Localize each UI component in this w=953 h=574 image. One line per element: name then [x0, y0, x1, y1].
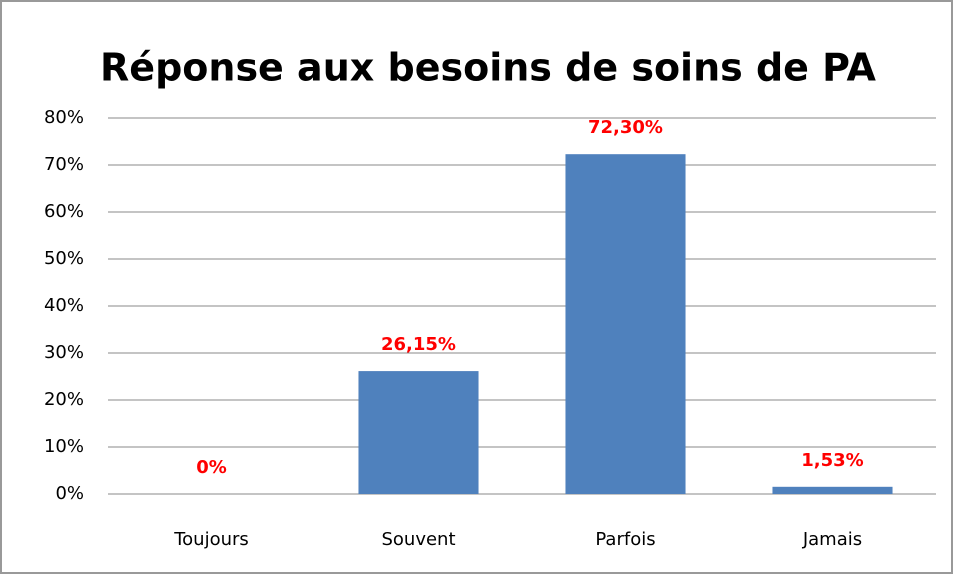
- y-tick-label: 40%: [44, 295, 84, 316]
- x-tick-label: Parfois: [595, 529, 655, 550]
- data-label: 72,30%: [588, 117, 663, 138]
- y-tick-label: 0%: [55, 483, 84, 504]
- bar: [565, 154, 686, 494]
- y-tick-label: 10%: [44, 436, 84, 457]
- y-tick-label: 80%: [44, 107, 84, 128]
- x-tick-label: Toujours: [173, 529, 249, 550]
- y-tick-label: 30%: [44, 342, 84, 363]
- y-tick-label: 50%: [44, 248, 84, 269]
- bar: [358, 371, 479, 494]
- y-tick-label: 70%: [44, 154, 84, 175]
- chart-title: Réponse aux besoins de soins de PA: [100, 46, 876, 90]
- data-label: 1,53%: [801, 450, 863, 471]
- y-tick-label: 20%: [44, 389, 84, 410]
- data-label: 26,15%: [381, 334, 456, 355]
- y-tick-label: 60%: [44, 201, 84, 222]
- x-tick-label: Souvent: [381, 529, 455, 550]
- data-label: 0%: [196, 457, 227, 478]
- x-tick-label: Jamais: [802, 529, 862, 550]
- bar: [772, 486, 893, 494]
